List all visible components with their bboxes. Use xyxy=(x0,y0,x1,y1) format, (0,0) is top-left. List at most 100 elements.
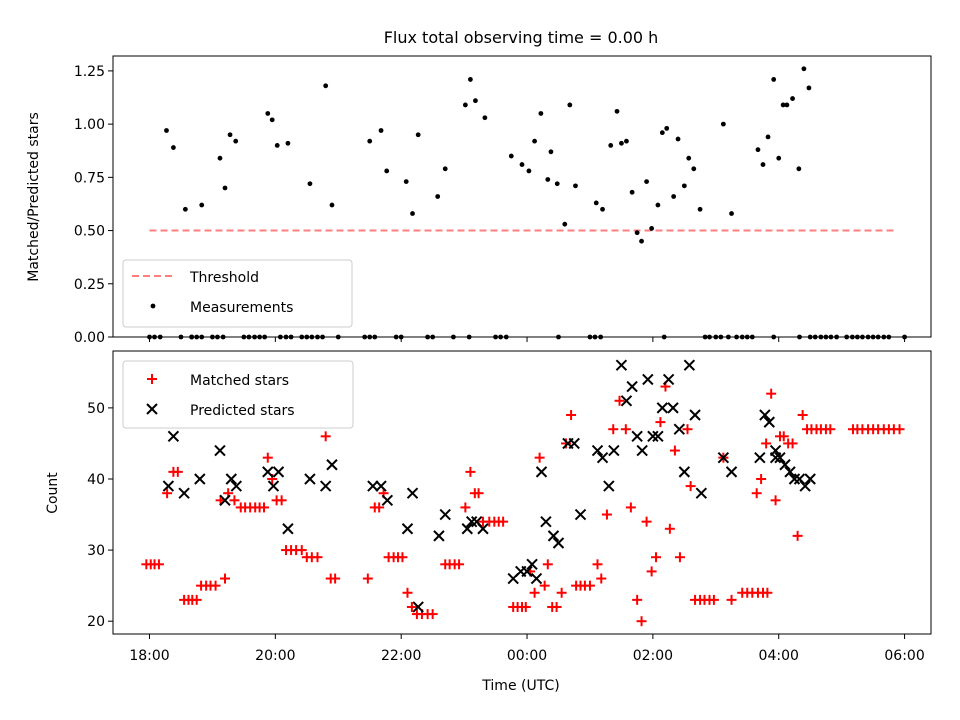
predicted-star-point xyxy=(267,480,280,492)
predicted-star-point xyxy=(167,430,180,443)
x-tick-label: 04:00 xyxy=(759,648,799,664)
measurement-point xyxy=(182,206,188,212)
measurement-point xyxy=(691,166,697,172)
predicted-star-point xyxy=(608,444,620,457)
matched-star-point xyxy=(374,502,385,513)
predicted-star-point xyxy=(401,523,414,535)
measurement-point xyxy=(482,115,488,121)
bottom-y-tick-label: 30 xyxy=(87,543,105,559)
predicted-star-stroke-b xyxy=(535,466,548,478)
x-tick-label: 20:00 xyxy=(255,648,295,664)
matched-star-point xyxy=(229,495,240,506)
matched-star-point xyxy=(674,552,685,563)
predicted-star-stroke-b xyxy=(788,473,801,485)
measurement-point xyxy=(567,102,573,108)
measurement-point xyxy=(765,134,771,140)
predicted-star-point xyxy=(620,395,633,407)
predicted-star-stroke-b xyxy=(214,444,226,457)
predicted-star-stroke-b xyxy=(754,451,766,464)
predicted-star-stroke-b xyxy=(262,466,274,478)
matched-star-point xyxy=(614,395,625,406)
measurement-point xyxy=(508,153,514,159)
predicted-star-point xyxy=(461,523,473,535)
predicted-star-stroke-b xyxy=(642,373,654,386)
predicted-star-point xyxy=(759,409,771,421)
measurement-point xyxy=(473,98,478,104)
measurement-point xyxy=(729,211,734,216)
measurement-point xyxy=(796,166,802,172)
measurement-point xyxy=(442,166,448,172)
predicted-star-point xyxy=(530,572,543,585)
top-y-axis-label: Matched/Predicted stars xyxy=(26,112,42,282)
predicted-star-stroke-b xyxy=(167,430,180,443)
x-tick-label: 18:00 xyxy=(129,648,169,664)
predicted-star-stroke-b xyxy=(615,359,628,371)
predicted-star-point xyxy=(326,459,338,471)
predicted-star-stroke-b xyxy=(763,416,775,428)
x-tick-label: 00:00 xyxy=(507,648,547,664)
matched-star-point xyxy=(894,424,905,435)
matched-star-point xyxy=(320,431,331,442)
measurement-point xyxy=(593,200,599,206)
measurement-point xyxy=(415,132,421,138)
predicted-star-point xyxy=(367,480,379,492)
predicted-star-point xyxy=(433,530,445,542)
predicted-star-point xyxy=(779,459,791,471)
matched-star-point xyxy=(620,424,631,435)
matched-star-point xyxy=(608,424,619,435)
bottom-panel: 20 30 40 50 18:00 20:00 22:00 00:00 02:00 04:00 0… xyxy=(45,350,932,694)
predicted-star-stroke-b xyxy=(608,444,620,457)
predicted-star-stroke-b xyxy=(225,473,238,485)
legend-measurements-swatch xyxy=(150,303,156,309)
measurement-point xyxy=(655,202,661,208)
matched-star-point xyxy=(761,438,772,449)
predicted-star-point xyxy=(214,444,226,457)
measurement-point xyxy=(462,102,468,108)
predicted-star-point xyxy=(178,487,190,499)
matched-star-point xyxy=(596,573,607,584)
measurement-point xyxy=(323,83,329,89)
predicted-star-stroke-b xyxy=(647,430,659,443)
predicted-star-point xyxy=(552,537,565,549)
predicted-star-point xyxy=(272,466,285,478)
predicted-star-stroke-b xyxy=(626,380,638,393)
bottom-legend-box xyxy=(122,360,354,429)
measurement-point xyxy=(548,149,554,155)
chart-title: Flux total observing time = 0.00 h xyxy=(384,28,659,47)
matched-star-point xyxy=(276,495,287,506)
top-y-tick-label: 0.50 xyxy=(74,224,105,240)
predicted-star-stroke-b xyxy=(631,430,643,443)
matched-star-point xyxy=(770,495,781,506)
matched-star-point xyxy=(312,552,323,563)
predicted-star-stroke-b xyxy=(433,530,445,542)
predicted-star-stroke-b xyxy=(521,565,533,578)
predicted-star-stroke-b xyxy=(304,473,316,485)
predicted-star-stroke-b xyxy=(367,480,379,492)
predicted-star-stroke-b xyxy=(530,572,543,585)
bottom-y-axis-label: Count xyxy=(45,472,61,514)
x-tick-label: 06:00 xyxy=(884,648,924,664)
measurement-point xyxy=(274,143,280,148)
predicted-star-stroke-b xyxy=(526,558,538,571)
predicted-star-stroke-b xyxy=(540,515,552,528)
bottom-y-tick-label: 20 xyxy=(87,614,105,630)
measurement-point xyxy=(265,111,271,116)
predicted-star-stroke-b xyxy=(477,523,489,535)
matched-star-point xyxy=(625,502,636,513)
measurement-point xyxy=(171,145,176,150)
measurement-point xyxy=(697,206,703,212)
bottom-y-tick-label: 50 xyxy=(87,401,105,417)
measurement-point xyxy=(233,138,239,144)
matched-star-point xyxy=(797,409,808,420)
matched-star-point xyxy=(402,587,413,598)
predicted-star-stroke-b xyxy=(319,480,332,492)
predicted-star-point xyxy=(774,451,786,464)
predicted-star-stroke-b xyxy=(774,451,786,464)
predicted-star-point xyxy=(725,466,738,478)
measurement-point xyxy=(629,189,635,195)
predicted-star-stroke-b xyxy=(230,480,243,492)
predicted-star-point xyxy=(673,423,686,435)
predicted-star-stroke-b xyxy=(769,451,782,464)
matched-star-point xyxy=(751,488,762,499)
